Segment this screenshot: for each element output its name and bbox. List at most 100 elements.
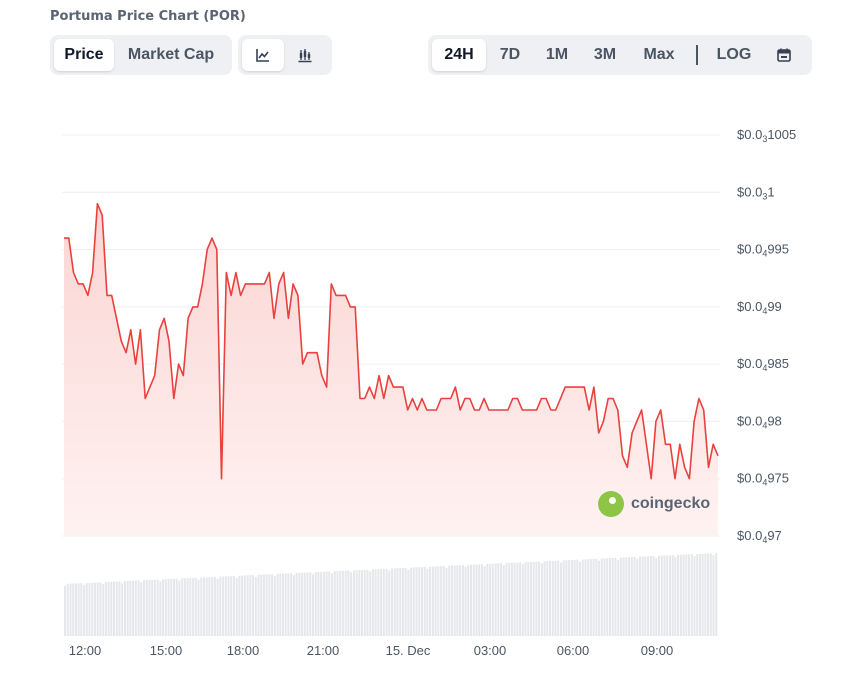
volume-bar <box>96 582 99 636</box>
volume-bar <box>709 553 712 636</box>
tab-1m[interactable]: 1M <box>545 46 569 63</box>
chart-title: Portuma Price Chart (POR) <box>50 9 246 24</box>
volume-bar <box>91 582 94 636</box>
volume-bar <box>478 564 481 636</box>
volume-bar <box>273 576 276 636</box>
volume-bar <box>361 569 363 636</box>
volume-bar <box>532 561 535 636</box>
volume-bar <box>516 562 519 636</box>
volume-bar <box>426 568 429 636</box>
volume-bar <box>630 557 633 636</box>
volume-bar <box>219 576 222 636</box>
volume-bar <box>290 573 293 636</box>
volume-bar <box>211 577 214 636</box>
volume-bar <box>431 566 434 636</box>
volume-bar <box>295 573 298 636</box>
volume-bar <box>80 583 83 636</box>
volume-bar <box>151 579 154 636</box>
volume-bar <box>230 576 233 636</box>
volume-bar <box>94 582 96 636</box>
volume-bar <box>265 574 268 636</box>
coingecko-watermark: coingecko <box>598 491 710 517</box>
volume-bar <box>197 579 200 636</box>
volume-bar <box>459 565 462 636</box>
volume-bar <box>284 573 287 636</box>
tab-24h[interactable]: 24H <box>432 39 486 71</box>
tab-3m[interactable]: 3M <box>593 46 617 63</box>
volume-bar <box>396 568 399 636</box>
volume-bar <box>671 555 674 636</box>
volume-bar <box>693 556 696 636</box>
volume-bar <box>374 569 377 636</box>
volume-bar <box>107 581 110 636</box>
y-tick-label: $0.031 <box>737 184 775 201</box>
volume-bar <box>467 564 470 636</box>
tab-7d[interactable]: 7D <box>499 46 521 63</box>
volume-bar <box>167 579 170 636</box>
volume-bar <box>698 553 701 636</box>
volume-bar <box>483 566 486 636</box>
volume-bar <box>641 556 644 636</box>
volume-bar <box>677 554 680 636</box>
line-chart-button[interactable] <box>242 39 284 71</box>
volume-bar <box>257 574 260 636</box>
volume-bar <box>464 567 467 636</box>
volume-bar <box>186 578 189 636</box>
volume-bar <box>173 578 175 636</box>
volume-bar <box>704 553 707 636</box>
volume-bar <box>649 556 652 636</box>
volume-bar <box>584 559 587 636</box>
volume-bar <box>475 564 478 636</box>
line-chart-icon <box>256 49 269 62</box>
y-tick-label: $0.04995 <box>737 242 789 259</box>
volume-bar <box>369 571 372 636</box>
volume-bar <box>341 570 344 636</box>
volume-bar <box>249 575 252 636</box>
volume-bar <box>227 576 230 637</box>
volume-bar <box>421 567 423 636</box>
volume-bar <box>663 555 666 636</box>
volume-bar <box>352 570 355 636</box>
volume-bar <box>707 553 710 636</box>
volume-bar <box>521 564 524 636</box>
volume-bar <box>271 574 274 636</box>
volume-bar <box>200 577 203 636</box>
log-toggle[interactable]: LOG <box>716 46 752 63</box>
volume-bar <box>170 579 173 636</box>
volume-bar <box>85 583 88 636</box>
calendar-button[interactable] <box>762 39 806 71</box>
volume-bar <box>216 578 219 636</box>
volume-bar <box>696 554 699 636</box>
volume-bar <box>192 577 195 636</box>
metric-tabs: Price Market Cap <box>50 35 232 75</box>
volume-bar <box>159 581 162 636</box>
volume-bar <box>175 578 178 636</box>
volume-bar <box>69 583 72 636</box>
volume-bar <box>497 563 500 636</box>
volume-bar <box>298 572 301 636</box>
volume-bar <box>494 563 497 636</box>
tab-max[interactable]: Max <box>643 46 675 63</box>
volume-bar <box>461 565 464 636</box>
volume-bar <box>232 576 235 636</box>
volume-bar <box>148 580 151 636</box>
volume-bar <box>287 573 290 636</box>
volume-bar <box>102 584 105 636</box>
volume-bar <box>380 569 383 636</box>
volume-bar <box>619 557 622 636</box>
volume-bar <box>124 581 126 636</box>
tab-market-cap[interactable]: Market Cap <box>127 46 215 63</box>
volume-bar <box>538 561 541 636</box>
volume-bar <box>573 559 576 636</box>
volume-bar <box>579 561 581 636</box>
range-separator <box>696 45 698 65</box>
volume-bar <box>412 567 415 636</box>
volume-bar <box>570 560 573 636</box>
volume-bar <box>401 568 404 636</box>
volume-bar <box>669 555 671 636</box>
chart-type-toggle <box>238 35 332 75</box>
tab-price[interactable]: Price <box>54 39 114 71</box>
volume-bar <box>156 579 159 636</box>
volume-bar <box>513 562 516 636</box>
candlestick-chart-button[interactable] <box>284 39 326 71</box>
